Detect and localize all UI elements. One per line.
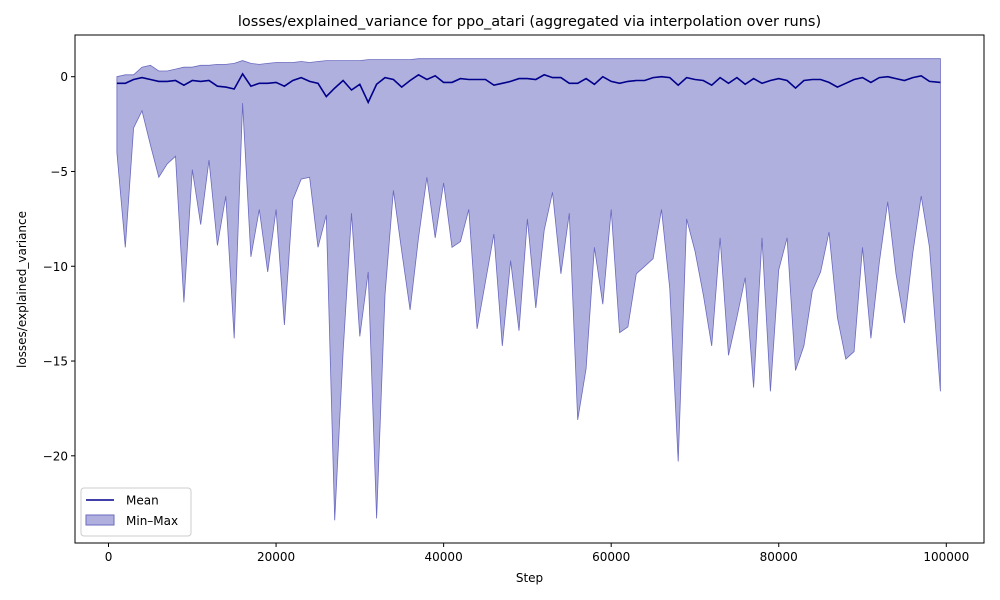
legend: Mean Min–Max — [80, 487, 192, 537]
x-tick-label: 0 — [105, 550, 113, 564]
plot-area-frame — [74, 34, 985, 544]
mean-line-layer — [116, 72, 941, 105]
x-axis-ticks: 0 20000 40000 60000 80000 100000 — [105, 543, 969, 564]
y-tick-label: −15 — [43, 355, 68, 369]
x-tick-label: 40000 — [425, 550, 463, 564]
x-tick-label: 60000 — [592, 550, 630, 564]
y-tick-label: −5 — [50, 165, 68, 179]
legend-mean-label: Mean — [126, 494, 159, 508]
x-tick-label: 80000 — [760, 550, 798, 564]
mean-line — [116, 72, 941, 105]
x-tick-label: 20000 — [257, 550, 295, 564]
legend-band-swatch — [85, 514, 115, 526]
min-max-band — [116, 58, 941, 521]
x-tick-label: 100000 — [923, 550, 969, 564]
y-tick-label: 0 — [60, 70, 68, 84]
chart-title: losses/explained_variance for ppo_atari … — [238, 14, 821, 30]
x-axis-label: Step — [516, 571, 543, 585]
y-tick-label: −10 — [43, 260, 68, 274]
y-tick-label: −20 — [43, 449, 68, 463]
y-axis-ticks: 0 −5 −10 −15 −20 — [43, 70, 75, 463]
legend-band-label: Min–Max — [126, 514, 178, 528]
y-axis-label: losses/explained_variance — [15, 211, 29, 368]
min-max-band-layer — [116, 58, 941, 521]
